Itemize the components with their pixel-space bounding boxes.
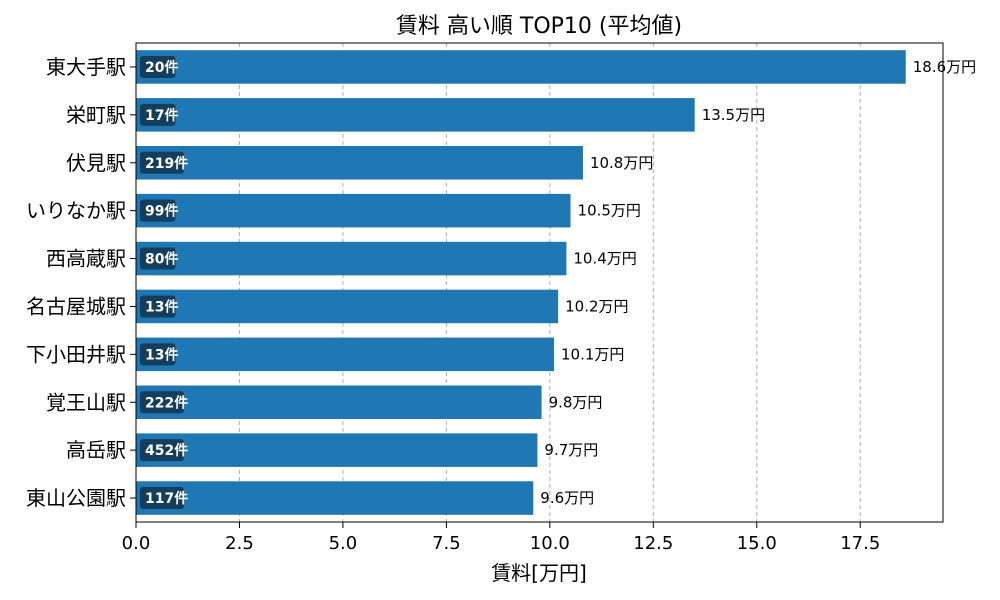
x-tick-label: 7.5 bbox=[432, 533, 461, 554]
value-label: 9.6万円 bbox=[540, 489, 594, 507]
x-tick-label: 12.5 bbox=[633, 533, 673, 554]
count-badge bbox=[140, 151, 184, 174]
count-label: 80件 bbox=[145, 251, 178, 268]
bar bbox=[136, 481, 534, 515]
count-badge bbox=[140, 343, 176, 366]
category-label: 伏見駅 bbox=[66, 151, 126, 175]
x-tick-label: 0.0 bbox=[122, 533, 151, 554]
value-label: 10.5万円 bbox=[578, 202, 641, 220]
category-label: 覚王山駅 bbox=[46, 390, 126, 414]
count-label: 13件 bbox=[145, 298, 178, 315]
count-badge bbox=[140, 391, 184, 414]
value-label: 10.8万円 bbox=[590, 154, 653, 172]
value-label: 10.4万円 bbox=[573, 250, 636, 268]
bar bbox=[136, 433, 538, 467]
value-label: 9.7万円 bbox=[544, 441, 598, 459]
category-label: 東山公園駅 bbox=[26, 486, 126, 510]
x-tick-label: 2.5 bbox=[225, 533, 254, 554]
axes: 0.0 2.5 5.0 7.5 10.0 12.5 15.0 17.5 東大手駅栄町駅伏見駅いり… bbox=[26, 55, 880, 554]
count-badge bbox=[140, 55, 176, 78]
x-tick-label: 5.0 bbox=[329, 533, 358, 554]
category-label: 西高蔵駅 bbox=[46, 247, 126, 271]
category-label: 下小田井駅 bbox=[26, 342, 126, 366]
count-label: 99件 bbox=[145, 203, 178, 220]
count-badge bbox=[140, 439, 184, 462]
category-label: 名古屋城駅 bbox=[26, 294, 126, 318]
bar bbox=[136, 337, 554, 372]
category-label: いりなか駅 bbox=[26, 199, 126, 223]
x-tick-label: 15.0 bbox=[737, 533, 777, 554]
count-label: 117件 bbox=[145, 490, 188, 507]
x-tick-label: 17.5 bbox=[840, 533, 880, 554]
count-badge bbox=[140, 199, 176, 222]
bar bbox=[136, 98, 695, 132]
bar bbox=[136, 50, 906, 84]
value-label: 18.6万円 bbox=[913, 58, 976, 76]
plot-frame bbox=[135, 42, 944, 523]
count-label: 222件 bbox=[145, 394, 188, 411]
value-label: 10.1万円 bbox=[561, 345, 624, 363]
count-badge bbox=[140, 247, 176, 270]
count-badge bbox=[140, 295, 176, 318]
chart-title: 賃料 高い順 TOP10 (平均値) bbox=[396, 14, 682, 39]
count-label: 219件 bbox=[145, 155, 188, 172]
count-label: 13件 bbox=[145, 346, 178, 363]
count-badge bbox=[140, 103, 176, 126]
value-label: 9.8万円 bbox=[549, 393, 603, 411]
value-label: 10.2万円 bbox=[565, 297, 628, 315]
bar bbox=[136, 193, 571, 228]
bar bbox=[136, 241, 567, 276]
value-label: 13.5万円 bbox=[702, 106, 765, 124]
count-label: 17件 bbox=[145, 107, 178, 124]
bar bbox=[136, 145, 583, 180]
x-tick-label: 10.0 bbox=[530, 533, 570, 554]
count-label: 452件 bbox=[145, 442, 188, 459]
category-label: 高岳駅 bbox=[66, 438, 126, 462]
category-label: 東大手駅 bbox=[46, 55, 126, 79]
bar bbox=[136, 385, 542, 420]
category-label: 栄町駅 bbox=[66, 103, 126, 127]
count-label: 20件 bbox=[145, 59, 178, 76]
bar bbox=[136, 289, 559, 324]
bars: 18.6万円 20件 13.5万円 17件 10.8万円 219件 10.5万円 99件 10.… bbox=[136, 50, 976, 515]
count-badge bbox=[140, 487, 184, 510]
x-axis-label: 賃料[万円] bbox=[491, 561, 587, 585]
